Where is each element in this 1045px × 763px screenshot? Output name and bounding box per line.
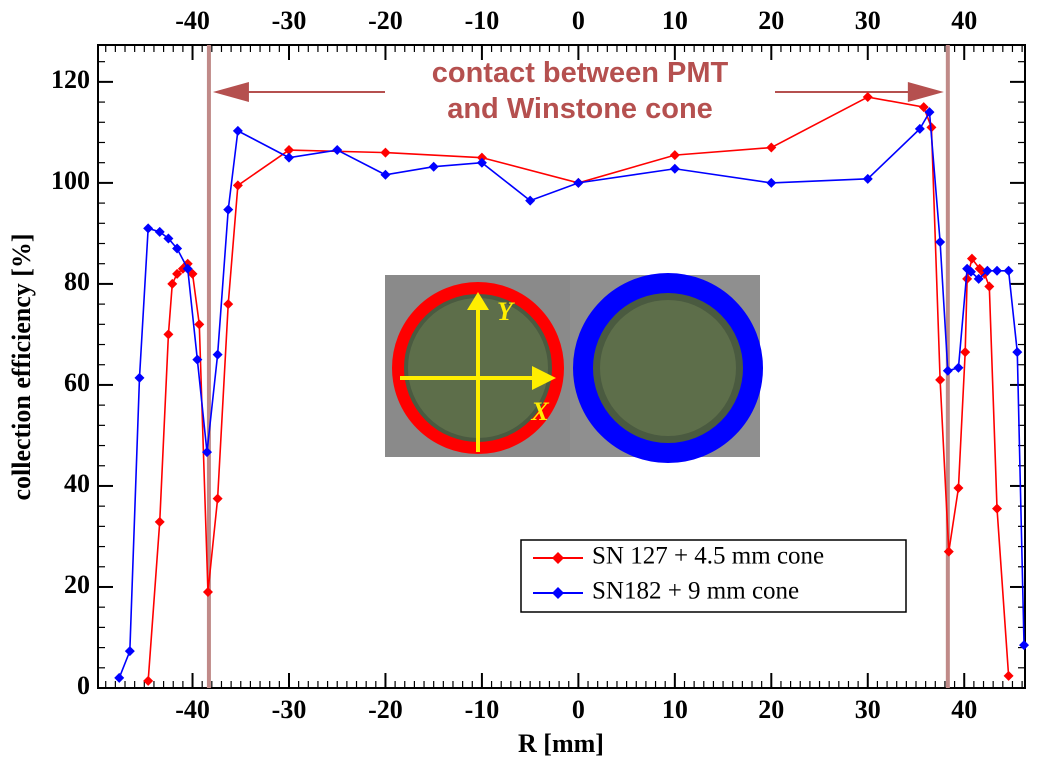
data-point: [332, 145, 342, 155]
data-point: [1004, 266, 1014, 276]
legend-label: SN182 + 9 mm cone: [592, 578, 799, 605]
x-tick-label: 30: [855, 695, 881, 724]
pmt-face: [600, 300, 736, 436]
x-tick-label: -40: [175, 695, 210, 724]
y-tick-label: 20: [64, 570, 90, 599]
data-point: [194, 319, 204, 329]
data-point: [284, 153, 294, 163]
x2-tick-label: 20: [758, 6, 784, 35]
data-point: [935, 237, 945, 247]
x-tick-label: 40: [951, 695, 977, 724]
data-point: [960, 347, 970, 357]
data-point: [984, 281, 994, 291]
data-point: [944, 547, 954, 557]
data-point: [233, 126, 243, 136]
data-point: [134, 373, 144, 383]
data-point: [953, 483, 963, 493]
y-tick-label: 100: [51, 166, 90, 195]
x-tick-label: -20: [368, 695, 403, 724]
x2-tick-label: -40: [175, 6, 210, 35]
data-point: [380, 170, 390, 180]
x2-tick-label: 10: [662, 6, 688, 35]
data-point: [223, 299, 233, 309]
y-tick-label: 80: [64, 267, 90, 296]
data-point: [1012, 347, 1022, 357]
inset-label: X: [530, 397, 549, 426]
x-axis-label: R [mm]: [518, 729, 604, 758]
data-point: [155, 517, 165, 527]
x2-tick-label: -10: [465, 6, 500, 35]
data-point: [213, 350, 223, 360]
x2-tick-label: -20: [368, 6, 403, 35]
data-point: [953, 363, 963, 373]
data-point: [143, 223, 153, 233]
data-point: [429, 162, 439, 172]
legend: SN 127 + 4.5 mm cone SN182 + 9 mm cone: [521, 540, 906, 612]
data-point: [935, 375, 945, 385]
data-point: [992, 266, 1002, 276]
x2-tick-label: 40: [951, 6, 977, 35]
y-tick-label: 0: [77, 671, 90, 700]
data-point: [125, 646, 135, 656]
legend-label: SN 127 + 4.5 mm cone: [592, 543, 824, 570]
data-point: [380, 148, 390, 158]
y-axis-label: collection efficiency [%]: [7, 233, 36, 500]
x-tick-label: -30: [272, 695, 307, 724]
data-point: [203, 587, 213, 597]
data-point: [670, 150, 680, 160]
arrowhead: [908, 82, 944, 102]
data-point: [233, 180, 243, 190]
x2-tick-label: 0: [572, 6, 585, 35]
y-tick-label: 60: [64, 368, 90, 397]
x2-tick-label: -30: [272, 6, 307, 35]
data-point: [670, 164, 680, 174]
x-tick-label: -10: [465, 695, 500, 724]
y-tick-label: 120: [51, 65, 90, 94]
data-point: [766, 143, 776, 153]
data-point: [766, 178, 776, 188]
annotation: contact between PMT: [432, 57, 729, 89]
inset-label: Y: [497, 297, 515, 326]
data-point: [223, 205, 233, 215]
annotation: and Winstone cone: [447, 93, 713, 125]
data-point: [573, 178, 583, 188]
data-point: [213, 494, 223, 504]
data-point: [863, 92, 873, 102]
data-point: [992, 504, 1002, 514]
data-point: [943, 366, 953, 376]
chart: Y X R [mm] collection efficiency [%] -40…: [0, 0, 1045, 763]
y-tick-label: 40: [64, 469, 90, 498]
x2-tick-label: 30: [855, 6, 881, 35]
data-point: [1019, 640, 1029, 650]
data-point: [163, 329, 173, 339]
data-point: [1004, 671, 1014, 681]
x-tick-label: 0: [572, 695, 585, 724]
data-point: [167, 279, 177, 289]
arrowhead: [213, 82, 249, 102]
x-tick-label: 20: [758, 695, 784, 724]
x-tick-label: 10: [662, 695, 688, 724]
inset-photo: Y X: [385, 275, 760, 457]
